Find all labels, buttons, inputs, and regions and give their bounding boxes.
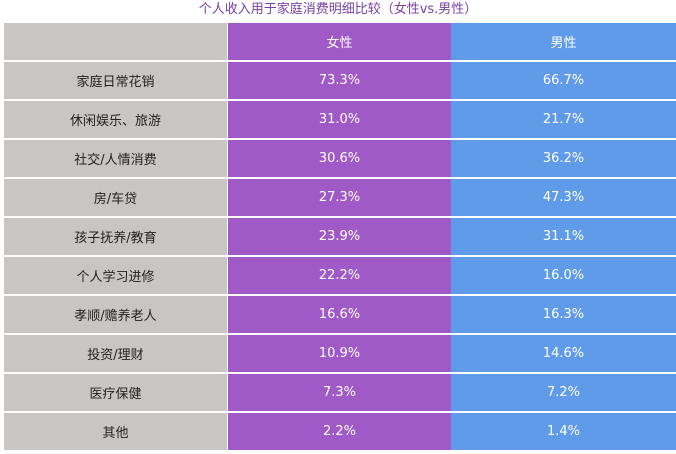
female-value-cell: 23.9%	[228, 218, 451, 257]
male-value-cell: 21.7%	[451, 101, 676, 140]
category-label-cell: 家庭日常花销	[4, 62, 228, 101]
male-value-cell: 14.6%	[451, 335, 676, 374]
category-label-cell: 社交/人情消费	[4, 140, 228, 179]
table-row: 家庭日常花销 73.3% 66.7%	[4, 62, 676, 101]
female-value-cell: 16.6%	[228, 296, 451, 335]
table-row: 房/车贷 27.3% 47.3%	[4, 179, 676, 218]
female-value-cell: 7.3%	[228, 374, 451, 413]
category-label-cell: 孩子抚养/教育	[4, 218, 228, 257]
table-row: 社交/人情消费 30.6% 36.2%	[4, 140, 676, 179]
male-value-cell: 47.3%	[451, 179, 676, 218]
category-label-cell: 休闲娱乐、旅游	[4, 101, 228, 140]
header-row: 女性 男性	[4, 23, 676, 62]
female-value-cell: 10.9%	[228, 335, 451, 374]
female-value-cell: 2.2%	[228, 413, 451, 452]
table-row: 医疗保健 7.3% 7.2%	[4, 374, 676, 413]
table-row: 孩子抚养/教育 23.9% 31.1%	[4, 218, 676, 257]
male-value-cell: 7.2%	[451, 374, 676, 413]
table-row: 休闲娱乐、旅游 31.0% 21.7%	[4, 101, 676, 140]
female-value-cell: 30.6%	[228, 140, 451, 179]
male-value-cell: 1.4%	[451, 413, 676, 452]
male-value-cell: 66.7%	[451, 62, 676, 101]
male-value-cell: 16.0%	[451, 257, 676, 296]
male-value-cell: 31.1%	[451, 218, 676, 257]
category-label-cell: 医疗保健	[4, 374, 228, 413]
female-value-cell: 73.3%	[228, 62, 451, 101]
header-male-cell: 男性	[451, 23, 676, 62]
category-label-cell: 房/车贷	[4, 179, 228, 218]
category-label-cell: 投资/理财	[4, 335, 228, 374]
male-value-cell: 16.3%	[451, 296, 676, 335]
table-row: 个人学习进修 22.2% 16.0%	[4, 257, 676, 296]
category-label-cell: 孝顺/赡养老人	[4, 296, 228, 335]
category-label-cell: 个人学习进修	[4, 257, 228, 296]
table-row: 投资/理财 10.9% 14.6%	[4, 335, 676, 374]
female-value-cell: 31.0%	[228, 101, 451, 140]
table-body: 家庭日常花销 73.3% 66.7% 休闲娱乐、旅游 31.0% 21.7% 社交/人情消费…	[4, 62, 676, 452]
female-value-cell: 22.2%	[228, 257, 451, 296]
male-value-cell: 36.2%	[451, 140, 676, 179]
header-category-cell	[4, 23, 228, 62]
category-label-cell: 其他	[4, 413, 228, 452]
female-value-cell: 27.3%	[228, 179, 451, 218]
header-female-cell: 女性	[228, 23, 451, 62]
table-row: 孝顺/赡养老人 16.6% 16.3%	[4, 296, 676, 335]
table-row: 其他 2.2% 1.4%	[4, 413, 676, 452]
chart-title: 个人收入用于家庭消费明细比较（女性vs.男性）	[198, 2, 478, 17]
comparison-table: 女性 男性 家庭日常花销 73.3% 66.7% 休闲娱乐、旅游 31.0% 21.7% 社…	[4, 23, 676, 452]
